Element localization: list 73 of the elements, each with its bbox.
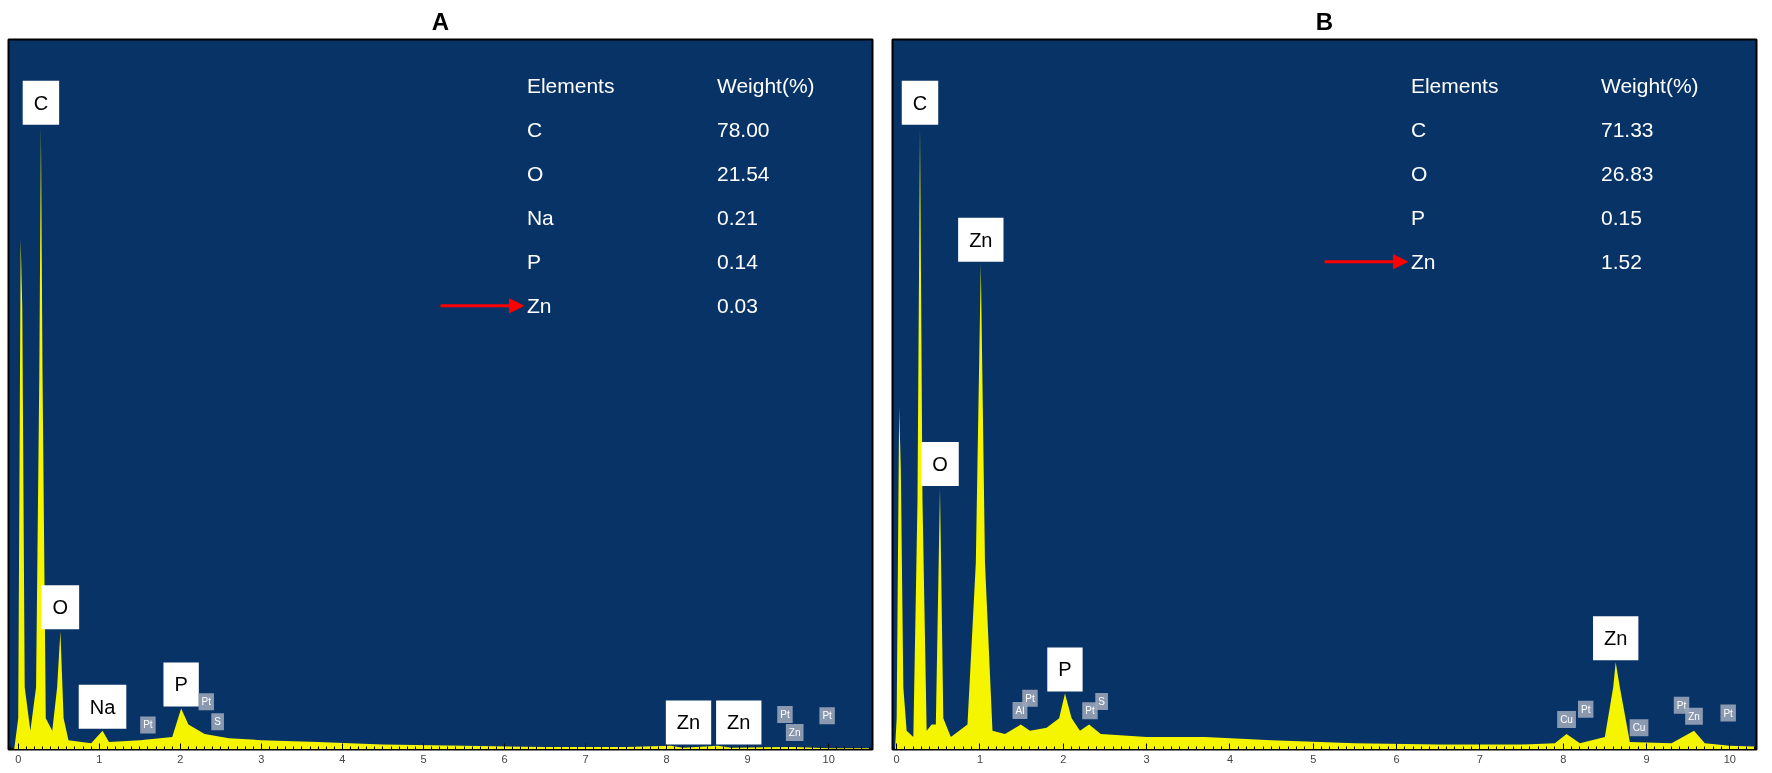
annotation: 0.03 [716, 293, 758, 317]
x-tick-label: 0 [893, 752, 900, 765]
annotation: P [1410, 206, 1425, 230]
x-tick-label: 3 [258, 752, 265, 765]
annotation: O [52, 596, 69, 619]
annotation: Zn [1604, 627, 1628, 650]
annotation: 0.15 [1600, 205, 1642, 229]
annotation: Pt [201, 696, 212, 708]
annotation: Zn [788, 727, 801, 739]
text: Weight(%) [716, 74, 815, 98]
x-tick-label: 5 [420, 752, 427, 765]
annotation: 1.52 [1600, 249, 1642, 273]
annotation: Na [89, 695, 117, 718]
x-tick-label: 6 [501, 752, 508, 765]
x-tick-label: 8 [1560, 752, 1567, 765]
annotation: Zn [969, 228, 993, 251]
x-tick-label: 0 [15, 752, 22, 765]
x-tick-label: 1 [976, 752, 984, 765]
x-tick-label: 5 [1310, 752, 1317, 765]
x-tick-label: 10 [1723, 752, 1736, 765]
annotation: P [1058, 658, 1072, 681]
annotation: C [526, 118, 543, 142]
text: Weight(%) [1600, 74, 1699, 98]
annotation: O [526, 162, 544, 186]
annotation: Na [526, 206, 555, 230]
annotation: 26.83 [1600, 161, 1654, 185]
annotation: P [526, 250, 541, 274]
annotation: Zn [676, 711, 701, 734]
x-tick-label: 7 [1476, 752, 1483, 765]
x-tick-label: 2 [1060, 752, 1067, 765]
annotation: Pt [822, 710, 833, 722]
annotation: S [1098, 695, 1106, 707]
text: Elements [526, 74, 615, 98]
annotation: Cu [1560, 713, 1573, 725]
annotation: Pt [1580, 703, 1591, 715]
annotation: O [1410, 162, 1428, 186]
annotation: Cu [1632, 722, 1646, 734]
annotation: Al [1015, 705, 1025, 717]
annotation: Pt [1025, 692, 1035, 704]
text: Elements [1410, 74, 1499, 98]
x-tick-label: 10 [822, 752, 835, 765]
annotation: C [33, 91, 49, 114]
annotation: S [214, 716, 222, 728]
annotation: Zn [1410, 250, 1436, 274]
annotation: Pt [1723, 707, 1734, 719]
annotation: P [174, 673, 188, 696]
x-tick-label: 9 [1643, 752, 1650, 765]
annotation: 71.33 [1600, 117, 1654, 141]
annotation: Pt [143, 719, 153, 731]
x-tick-label: 7 [582, 752, 589, 765]
x-tick-label: 3 [1143, 752, 1150, 765]
annotation: Zn [727, 711, 751, 734]
chart-title: A [431, 7, 450, 35]
annotation: 0.21 [716, 205, 758, 229]
x-tick-label: 4 [339, 752, 346, 765]
annotation: O [932, 452, 948, 475]
annotation: Zn [526, 294, 552, 318]
annotation: C [1410, 118, 1427, 142]
x-tick-label: 4 [1226, 752, 1233, 765]
annotation: Pt [1085, 705, 1095, 717]
x-tick-label: 9 [744, 752, 751, 765]
annotation: 0.14 [716, 249, 759, 273]
annotation: 21.54 [716, 161, 770, 185]
annotation: C [912, 91, 928, 114]
annotation: 78.00 [716, 117, 770, 141]
x-tick-label: 2 [177, 752, 184, 765]
annotation: Pt [780, 709, 790, 721]
chart-title: B [1315, 7, 1334, 35]
annotation: Zn [1688, 710, 1700, 722]
x-tick-label: 6 [1393, 752, 1400, 765]
annotation: Pt [1676, 699, 1687, 711]
x-tick-label: 1 [96, 752, 103, 765]
x-tick-label: 8 [663, 752, 670, 765]
